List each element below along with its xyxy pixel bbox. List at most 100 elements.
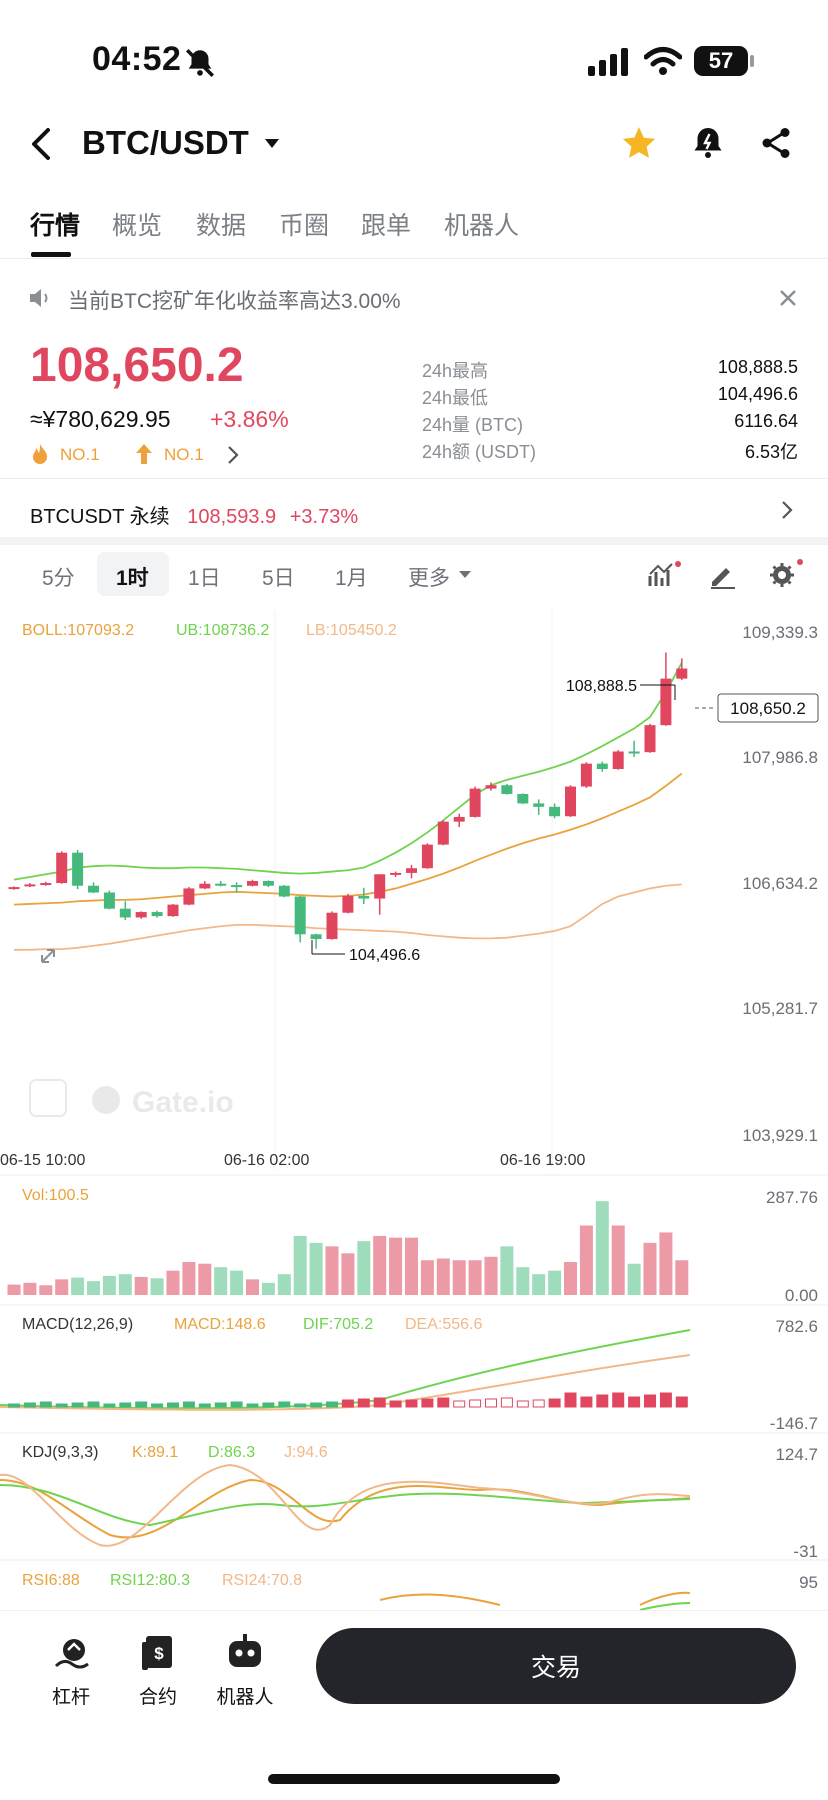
macd-bar	[628, 1396, 641, 1408]
candle-body	[453, 816, 465, 822]
chevron-right-icon[interactable]	[226, 445, 240, 465]
macd-bar	[564, 1392, 577, 1408]
volume-bar	[548, 1270, 562, 1295]
volume-bar	[71, 1277, 85, 1295]
contract-label[interactable]: 合约	[138, 1687, 177, 1708]
close-icon[interactable]	[778, 288, 798, 308]
tab-overview[interactable]: 概览	[112, 212, 163, 240]
pair-dropdown-icon[interactable]	[263, 137, 281, 151]
trade-button[interactable]: 交易	[316, 1628, 796, 1704]
volume-bar	[564, 1261, 577, 1295]
volume-bar	[39, 1285, 53, 1295]
contract-icon[interactable]: $	[140, 1634, 176, 1672]
draw-pen-icon[interactable]	[708, 560, 738, 590]
ticker-divider	[0, 478, 828, 479]
share-icon[interactable]	[758, 124, 794, 162]
candle-body	[183, 888, 195, 905]
macd-bar	[453, 1400, 466, 1408]
pair-title[interactable]: BTC/USDT	[82, 124, 249, 161]
volume-bar	[484, 1256, 498, 1295]
candle-body	[231, 885, 243, 888]
volume-bar	[230, 1270, 244, 1295]
price-axis-3: 106,634.2	[742, 874, 818, 893]
price-alert-icon[interactable]	[690, 124, 726, 162]
volume-bar	[166, 1270, 180, 1295]
volume-bar	[309, 1242, 323, 1295]
tab-robot[interactable]: 机器人	[444, 212, 520, 240]
macd-bar	[71, 1402, 84, 1408]
back-arrow-icon[interactable]	[28, 126, 56, 162]
top-tabs: 行情 概览 数据 币圈 跟单 机器人	[0, 200, 828, 260]
interval-more[interactable]: 更多	[408, 567, 450, 590]
macd-bar	[644, 1394, 656, 1408]
favorite-star-icon[interactable]	[620, 124, 658, 162]
macd-bar	[548, 1398, 561, 1408]
volume-bar	[389, 1237, 403, 1295]
boll-legend-lower: LB:105450.2	[306, 622, 397, 639]
more-dropdown-icon[interactable]	[458, 570, 472, 580]
volume-bar	[659, 1232, 673, 1295]
interval-1d[interactable]: 1日	[188, 567, 221, 590]
boll-upper-line	[13, 662, 683, 881]
kdj-legend-params: KDJ(9,3,3)	[22, 1444, 99, 1461]
volume-axis-bottom: 0.00	[784, 1286, 818, 1305]
macd-bar	[485, 1398, 497, 1408]
volume-bar	[341, 1253, 355, 1295]
perpetual-row[interactable]: BTCUSDT 永续 108,593.9 +3.73%	[30, 500, 358, 529]
current-price-tag: 108,650.2	[730, 699, 806, 718]
perpetual-chevron-icon[interactable]	[780, 500, 794, 520]
interval-1mo[interactable]: 1月	[335, 567, 368, 590]
macd-bar	[532, 1399, 545, 1408]
robot-icon[interactable]	[226, 1634, 264, 1670]
boll-lower-line	[14, 883, 682, 951]
volume-bar	[277, 1274, 291, 1295]
interval-1h[interactable]: 1时	[116, 567, 149, 590]
home-indicator[interactable]	[268, 1774, 560, 1784]
hot-rank[interactable]: NO.1	[60, 445, 100, 464]
expand-icon[interactable]	[41, 949, 55, 963]
candle-body	[310, 934, 322, 940]
candle-body	[151, 912, 163, 917]
svg-text:$: $	[154, 1644, 164, 1663]
leverage-label[interactable]: 杠杆	[51, 1687, 90, 1708]
candle-body	[8, 887, 20, 890]
candle-body	[56, 852, 68, 884]
volume-bar	[23, 1282, 37, 1295]
kdj-axis-top: 124.7	[775, 1445, 818, 1464]
settings-gear-icon[interactable]	[768, 558, 804, 590]
tab-data[interactable]: 数据	[196, 212, 247, 240]
interval-5d[interactable]: 5日	[262, 567, 295, 590]
boll-mid-line	[13, 772, 683, 906]
candle-body	[421, 844, 433, 869]
macd-bar	[612, 1392, 625, 1408]
candle-body	[247, 881, 258, 886]
tab-market[interactable]: 行情	[30, 212, 81, 240]
indicator-icon[interactable]	[648, 560, 682, 590]
volume-bars	[7, 1201, 689, 1295]
volume-axis-top: 287.76	[766, 1188, 818, 1207]
macd-bar	[580, 1396, 593, 1408]
candle-body	[596, 763, 608, 770]
robot-label[interactable]: 机器人	[216, 1687, 274, 1708]
candle-body	[660, 678, 672, 726]
kdj-k-line	[0, 1478, 691, 1539]
macd-bar	[373, 1397, 386, 1408]
stat-volume-label: 24h量 (BTC)	[422, 415, 524, 435]
candle-body	[628, 751, 640, 754]
low-marker: 104,496.6	[311, 940, 420, 964]
macd-bar	[119, 1402, 132, 1408]
kline-chart[interactable]: Gate.io 108,888.5 104,496.6 108,650.2	[0, 610, 828, 1610]
macd-bar	[23, 1402, 36, 1408]
interval-5m[interactable]: 5分	[42, 567, 75, 590]
gain-rank[interactable]: NO.1	[164, 445, 204, 464]
macd-bar	[198, 1403, 211, 1408]
candle-body	[358, 895, 370, 899]
tab-community[interactable]: 币圈	[279, 212, 330, 240]
tab-copy-trading[interactable]: 跟单	[361, 212, 412, 240]
volume-bar	[627, 1263, 641, 1295]
volume-bar	[214, 1267, 228, 1295]
notice-banner-text[interactable]: 当前BTC挖矿年化收益率高达3.00%	[68, 290, 401, 313]
candle-body	[294, 896, 306, 935]
rsi-panel	[379, 1591, 691, 1610]
leverage-icon[interactable]	[54, 1636, 90, 1672]
